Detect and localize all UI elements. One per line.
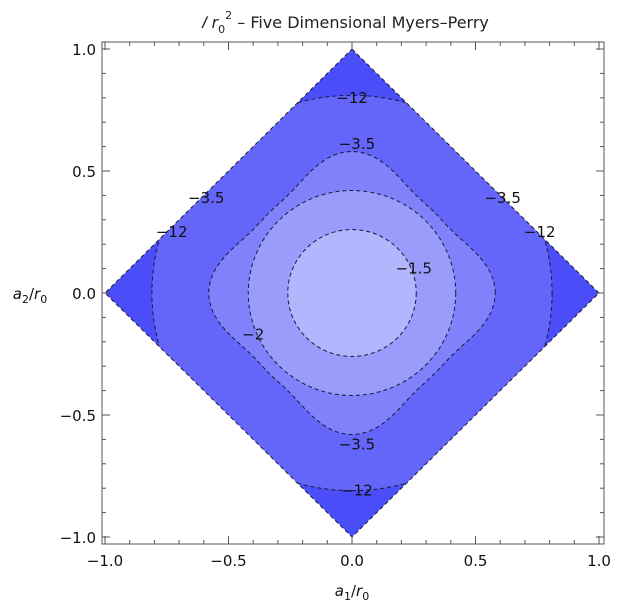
contour-label: −1.5 [396, 260, 432, 278]
contour-label-layer: −12−3.5−3.5−12−3.5−12−1.5−2−3.5−12 [156, 89, 556, 500]
y-tick-label: −1.0 [60, 529, 96, 547]
x-tick-label: 0.5 [464, 552, 488, 570]
title-sup: 2 [225, 9, 232, 22]
x-tick-label: 0.0 [340, 552, 364, 570]
title-symbol: 𝐼 [201, 13, 209, 32]
contour-label: −12 [156, 223, 188, 241]
y-tick-label: 0.0 [72, 285, 96, 303]
band-1-5 [287, 229, 417, 357]
contour-line-3-5 [208, 150, 496, 436]
contour-line-2 [247, 190, 457, 396]
contour-label: −12 [524, 223, 556, 241]
title-rest: – Five Dimensional Myers–Perry [232, 13, 489, 32]
y-tick-label: −0.5 [60, 407, 96, 425]
contour-label: −12 [341, 482, 373, 500]
contour-line-12 [151, 94, 553, 492]
title-var: r [212, 13, 220, 32]
contour-label: −3.5 [484, 189, 520, 207]
contour-label: −3.5 [339, 135, 375, 153]
x-axis-label: a1/r0 [335, 582, 369, 603]
contour-label: −2 [242, 325, 264, 343]
y-tick-label: 1.0 [72, 41, 96, 59]
x-tick-label: 1.0 [587, 552, 611, 570]
x-tick-label: −0.5 [210, 552, 246, 570]
y-tick-label: 0.5 [72, 163, 96, 181]
y-axis-label: a2/r0 [13, 285, 47, 306]
tick-layer: −1.0 −1.0 −0.5 −0.5 0.0 0.0 0.5 0.5 1.0 1.0 [60, 41, 611, 570]
contour-line-layer [151, 94, 553, 492]
contour-line-1-5 [287, 229, 417, 357]
contour-label: −3.5 [339, 435, 375, 453]
contour-label: −12 [336, 89, 368, 107]
x-tick-label: −1.0 [87, 552, 123, 570]
title-sub: 0 [218, 23, 225, 36]
contour-label: −3.5 [188, 189, 224, 207]
contour-fill-layer [105, 49, 599, 537]
